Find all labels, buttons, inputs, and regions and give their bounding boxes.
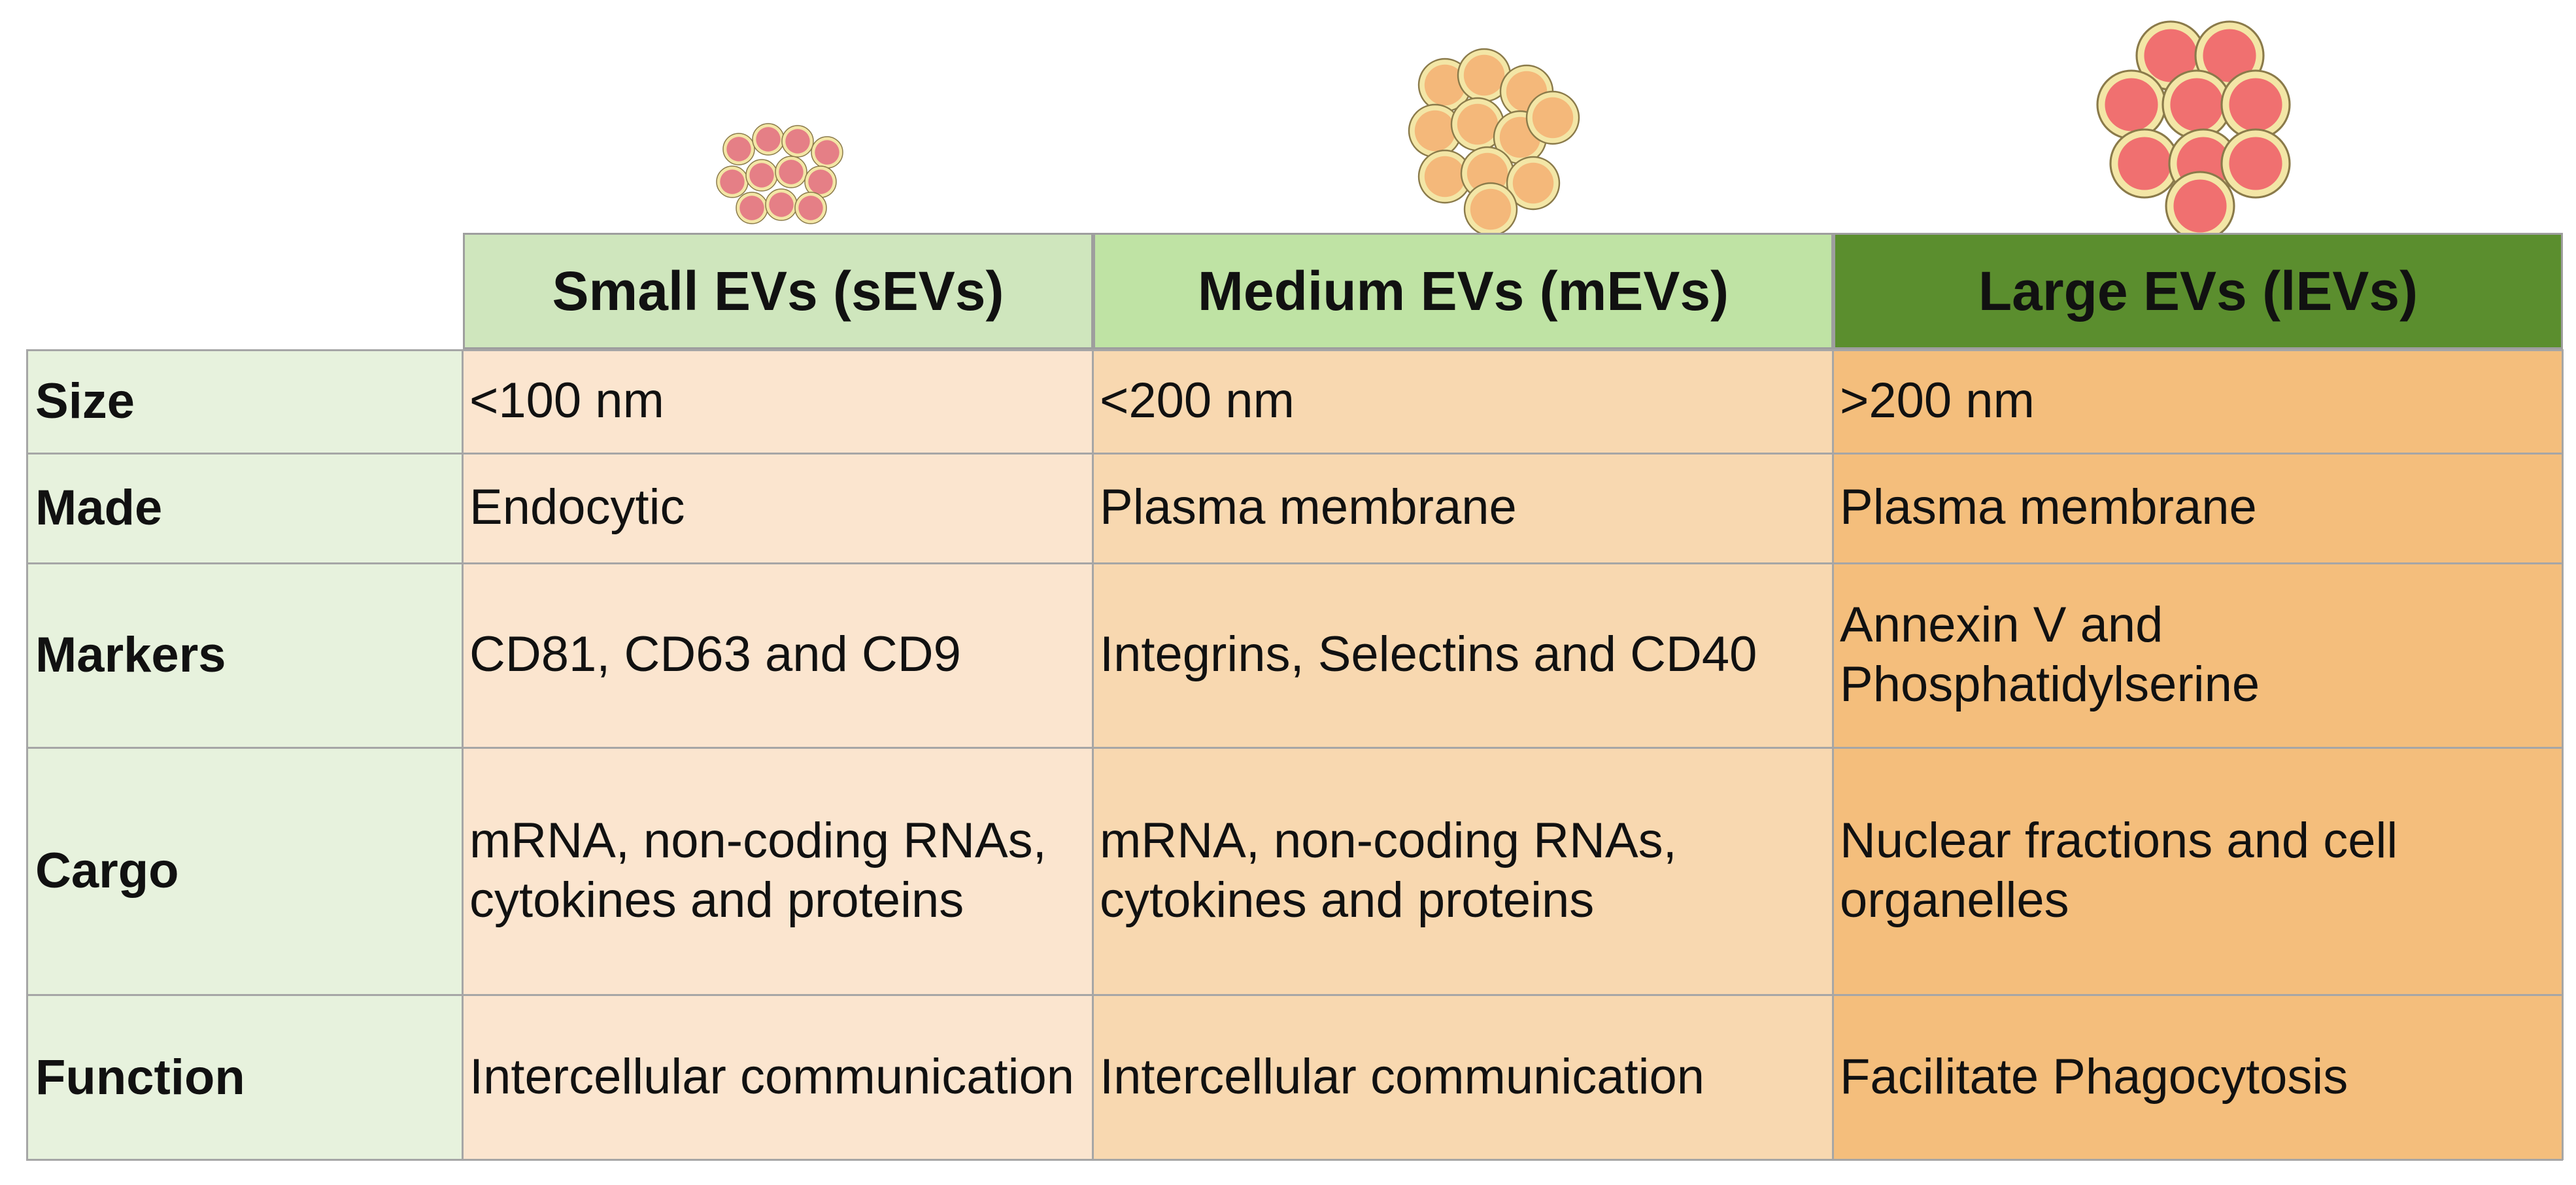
vesicle-body	[2105, 78, 2158, 131]
vesicle-body	[815, 140, 839, 165]
cell-made-small: Endocytic	[463, 453, 1093, 562]
cell-function-medium: Intercellular communication	[1093, 994, 1833, 1160]
vesicle-body	[2229, 137, 2282, 190]
large-vesicle-cluster-icon	[2092, 20, 2308, 241]
vesicle-body	[2170, 78, 2224, 131]
vesicle-body	[779, 160, 804, 184]
cell-cargo-medium: mRNA, non-coding RNAs, cytokines and pro…	[1093, 747, 1833, 994]
cell-markers-large: Annexin V and Phosphatidylserine	[1833, 562, 2563, 747]
vesicle-body	[1470, 188, 1512, 230]
row-divider	[26, 562, 2563, 564]
vesicle-body	[749, 163, 774, 188]
cell-function-small: Intercellular communication	[463, 994, 1093, 1160]
cell-markers-medium: Integrins, Selectins and CD40	[1093, 562, 1833, 747]
vesicle-body	[1424, 64, 1466, 106]
column-divider	[462, 349, 464, 1160]
cell-size-small: <100 nm	[463, 349, 1093, 453]
cell-markers-small: CD81, CD63 and CD9	[463, 562, 1093, 747]
cell-made-medium: Plasma membrane	[1093, 453, 1833, 562]
vesicle-body	[785, 129, 810, 154]
vesicle-body	[756, 127, 781, 152]
cell-made-large: Plasma membrane	[1833, 453, 2563, 562]
column-divider	[2562, 349, 2564, 1160]
header-large-evs: Large EVs (lEVs)	[1833, 233, 2563, 349]
header-small-evs: Small EVs (sEVs)	[463, 233, 1093, 349]
vesicle-body	[798, 196, 823, 220]
vesicle-body	[769, 192, 794, 217]
cell-cargo-small: mRNA, non-coding RNAs, cytokines and pro…	[463, 747, 1093, 994]
row-divider	[26, 453, 2563, 455]
row-divider	[26, 1159, 2563, 1161]
row-label-made: Made	[26, 453, 463, 562]
vesicle-body	[2229, 78, 2282, 131]
vesicle-body	[726, 137, 751, 162]
vesicle-body	[1424, 156, 1466, 198]
vesicle-body	[2118, 137, 2171, 190]
row-divider	[26, 994, 2563, 996]
cell-size-large: >200 nm	[1833, 349, 2563, 453]
row-divider	[26, 349, 2563, 351]
vesicle-body	[2144, 29, 2197, 82]
vesicle-body	[1512, 162, 1554, 204]
cell-size-medium: <200 nm	[1093, 349, 1833, 453]
cell-function-large: Facilitate Phagocytosis	[1833, 994, 2563, 1160]
column-divider	[26, 349, 28, 1160]
medium-vesicle-cluster-icon	[1406, 46, 1580, 237]
row-label-size: Size	[26, 349, 463, 453]
vesicle-body	[1532, 97, 1574, 139]
vesicle-body	[2203, 29, 2256, 82]
row-divider	[26, 747, 2563, 749]
vesicle-body	[1414, 110, 1456, 152]
column-divider	[1832, 349, 1834, 1160]
cell-cargo-large: Nuclear fractions and cell organelles	[1833, 747, 2563, 994]
vesicle-body	[2173, 179, 2227, 233]
row-label-function: Function	[26, 994, 463, 1160]
row-label-markers: Markers	[26, 562, 463, 747]
row-label-cargo: Cargo	[26, 747, 463, 994]
vesicle-body	[739, 196, 764, 220]
column-divider	[1092, 349, 1094, 1160]
vesicle-body	[720, 169, 745, 194]
small-vesicle-cluster-icon	[713, 110, 856, 228]
header-medium-evs: Medium EVs (mEVs)	[1093, 233, 1833, 349]
vesicle-body	[1463, 54, 1505, 96]
vesicle-body	[808, 169, 833, 194]
vesicle-body	[1457, 103, 1499, 145]
